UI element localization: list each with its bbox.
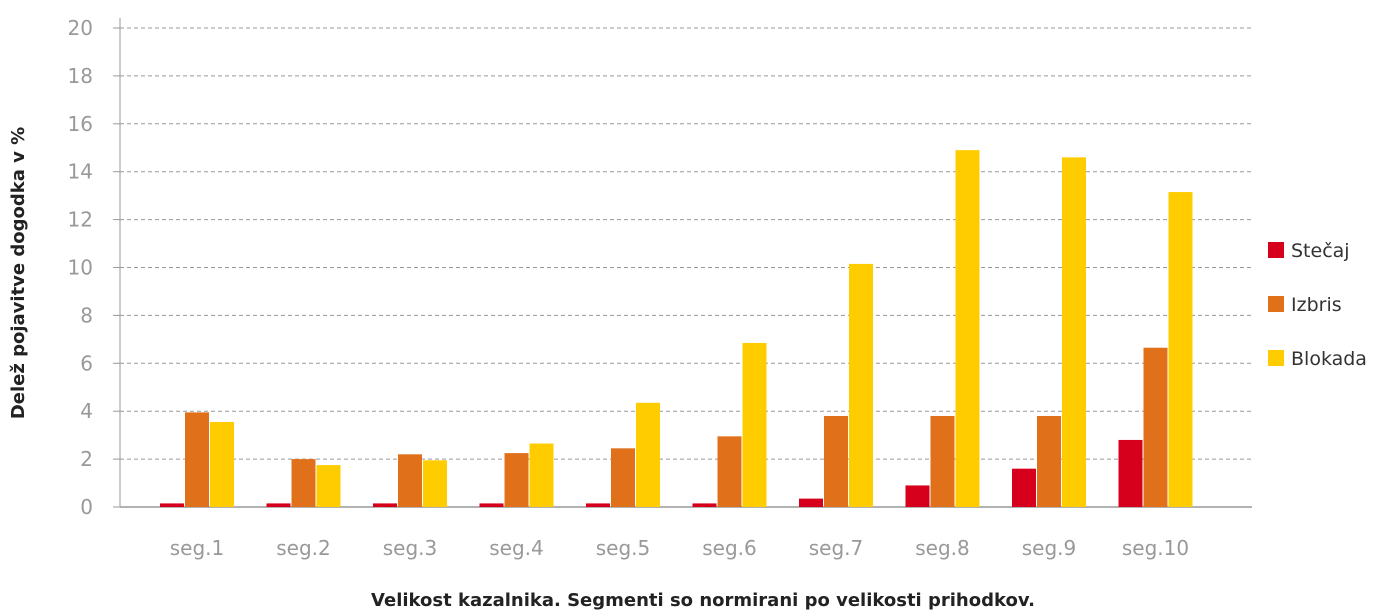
- legend: Stečaj Izbris Blokada: [1268, 240, 1367, 370]
- x-tick-label: seg.4: [489, 536, 544, 560]
- bar-blokada-seg1: [210, 421, 234, 507]
- bar-izbris-seg7: [824, 415, 848, 507]
- bars: [160, 150, 1193, 507]
- y-tick-label: 18: [68, 64, 93, 88]
- bar-izbris-seg10: [1143, 347, 1168, 507]
- bar-steaj-seg8: [905, 485, 930, 507]
- bar-steaj-seg7: [799, 498, 823, 507]
- bar-steaj-seg3: [373, 503, 397, 507]
- bar-blokada-seg8: [955, 150, 980, 507]
- legend-label: Blokada: [1291, 348, 1367, 370]
- x-tick-label: seg.9: [1022, 536, 1077, 560]
- bar-blokada-seg6: [742, 342, 767, 507]
- legend-swatch: [1268, 350, 1284, 366]
- bar-izbris-seg5: [611, 448, 635, 507]
- y-tick-label: 12: [68, 208, 93, 232]
- bar-blokada-seg7: [849, 263, 873, 507]
- bar-steaj-seg6: [692, 503, 717, 507]
- bar-izbris-seg2: [291, 459, 316, 507]
- y-tick-label: 16: [68, 112, 93, 136]
- bar-izbris-seg3: [398, 454, 422, 507]
- bar-steaj-seg4: [479, 503, 504, 507]
- x-axis-title: Velikost kazalnika. Segmenti so normiran…: [371, 590, 1035, 611]
- y-tick-label: 4: [80, 399, 93, 423]
- x-tick-label: seg.8: [915, 536, 970, 560]
- legend-label: Stečaj: [1291, 240, 1350, 262]
- x-tick-label: seg.10: [1122, 536, 1189, 560]
- bar-izbris-seg9: [1037, 415, 1061, 507]
- x-tick-label: seg.5: [596, 536, 651, 560]
- bar-steaj-seg9: [1012, 468, 1036, 507]
- bar-blokada-seg5: [636, 402, 660, 507]
- x-tick-labels: seg.1 seg.2 seg.3 seg.4 seg.5 seg.6 seg.7 seg.8…: [170, 536, 1189, 560]
- y-tick-label: 20: [68, 16, 93, 40]
- y-tick-label: 0: [80, 495, 93, 519]
- y-tick-label: 2: [80, 447, 93, 471]
- bar-blokada-seg4: [529, 443, 554, 507]
- bar-steaj-seg5: [586, 503, 610, 507]
- bar-izbris-seg1: [185, 412, 209, 507]
- bar-steaj-seg10: [1118, 439, 1143, 507]
- bar-izbris-seg6: [717, 436, 742, 507]
- legend-swatch: [1268, 296, 1284, 312]
- bar-blokada-seg9: [1062, 157, 1086, 507]
- bar-blokada-seg3: [423, 460, 447, 507]
- bar-izbris-seg4: [504, 453, 529, 507]
- bar-steaj-seg2: [266, 503, 291, 507]
- x-tick-label: seg.2: [276, 536, 331, 560]
- y-tick-label: 14: [68, 160, 93, 184]
- x-tick-label: seg.1: [170, 536, 225, 560]
- y-tick-labels: 0 2 4 6 8 10 12 14 16 18 20: [68, 16, 93, 519]
- bar-blokada-seg10: [1168, 192, 1193, 507]
- legend-label: Izbris: [1291, 294, 1342, 316]
- legend-swatch: [1268, 242, 1284, 258]
- x-tick-label: seg.6: [702, 536, 757, 560]
- x-tick-label: seg.7: [809, 536, 864, 560]
- x-tick-label: seg.3: [383, 536, 438, 560]
- y-tick-label: 10: [68, 256, 93, 280]
- bar-blokada-seg2: [316, 465, 341, 507]
- y-tick-label: 6: [80, 351, 93, 375]
- y-axis-title: Delež pojavitve dogodka v %: [8, 127, 29, 419]
- bar-steaj-seg1: [160, 503, 184, 507]
- bar-izbris-seg8: [930, 415, 955, 507]
- y-tick-label: 8: [80, 303, 93, 327]
